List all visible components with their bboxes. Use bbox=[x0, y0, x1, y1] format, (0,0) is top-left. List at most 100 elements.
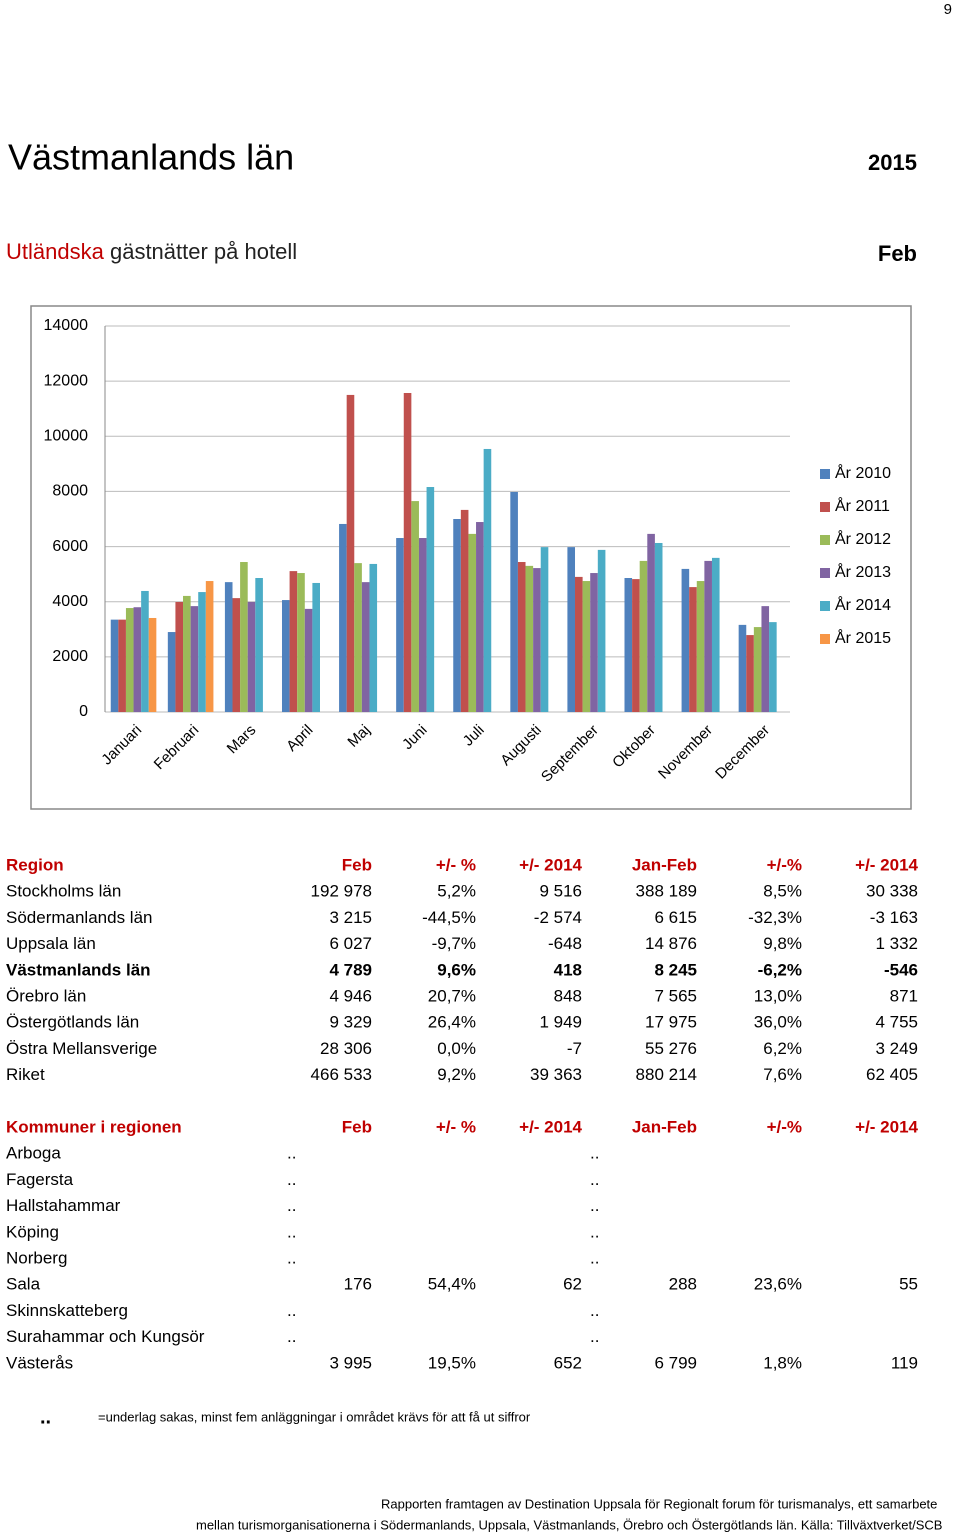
table-header: +/-% bbox=[767, 1117, 802, 1136]
table-cell: 17 975 bbox=[645, 1013, 697, 1032]
table-cell: 4 946 bbox=[329, 986, 372, 1005]
bar bbox=[654, 542, 663, 712]
y-tick-label: 6000 bbox=[52, 538, 88, 555]
table-cell: -6,2% bbox=[758, 960, 802, 979]
row-label: Stockholms län bbox=[6, 882, 121, 901]
bar bbox=[369, 563, 378, 712]
bar bbox=[453, 519, 461, 712]
bar bbox=[289, 571, 298, 712]
bar bbox=[141, 590, 149, 712]
bar bbox=[297, 573, 305, 712]
table-cell: 55 bbox=[899, 1275, 918, 1294]
y-tick-label: 0 bbox=[79, 703, 88, 720]
bar bbox=[632, 579, 640, 712]
bar bbox=[339, 523, 347, 712]
bar bbox=[761, 606, 770, 712]
y-tick-label: 8000 bbox=[52, 483, 88, 500]
row-label: Västmanlands län bbox=[6, 960, 151, 979]
table-cell: .. bbox=[287, 1327, 296, 1346]
table-cell: .. bbox=[287, 1222, 296, 1241]
table-cell: 4 755 bbox=[875, 1013, 918, 1032]
y-tick-label: 2000 bbox=[52, 648, 88, 665]
bar bbox=[183, 595, 191, 712]
bar bbox=[753, 627, 762, 712]
bar bbox=[468, 533, 477, 712]
table-cell: .. bbox=[590, 1301, 599, 1320]
legend-swatch bbox=[820, 469, 830, 479]
table-cell: 9 329 bbox=[329, 1013, 372, 1032]
bar bbox=[540, 547, 549, 712]
footer-line: mellan turismorganisationerna i Söderman… bbox=[196, 1517, 942, 1532]
table-cell: 3 249 bbox=[875, 1039, 918, 1058]
y-tick-label: 4000 bbox=[52, 593, 88, 610]
table-cell: .. bbox=[287, 1144, 296, 1163]
bar bbox=[711, 557, 720, 712]
table-cell: 388 189 bbox=[636, 882, 697, 901]
table-cell: -648 bbox=[548, 934, 582, 953]
table-cell: .. bbox=[287, 1196, 296, 1215]
bar bbox=[110, 619, 119, 712]
row-label: Köping bbox=[6, 1222, 59, 1241]
footnote-symbol: .. bbox=[40, 1406, 51, 1428]
subtitle-rest: gästnätter på hotell bbox=[110, 239, 297, 264]
table-cell: -7 bbox=[567, 1039, 582, 1058]
bar bbox=[224, 582, 233, 712]
table-cell: 7 565 bbox=[654, 986, 697, 1005]
table-cell: .. bbox=[287, 1301, 296, 1320]
table-header: +/- 2014 bbox=[855, 1117, 918, 1136]
footnote-text: =underlag sakas, minst fem anläggningar … bbox=[98, 1409, 531, 1424]
table-cell: 9,8% bbox=[763, 934, 802, 953]
legend-label: År 2010 bbox=[835, 463, 891, 482]
bar bbox=[681, 568, 690, 712]
table-cell: 880 214 bbox=[636, 1065, 697, 1084]
bar bbox=[575, 576, 583, 712]
table-cell: 62 bbox=[563, 1275, 582, 1294]
bar bbox=[118, 619, 126, 712]
table-cell: 9,6% bbox=[437, 960, 476, 979]
table-cell: 55 276 bbox=[645, 1039, 697, 1058]
bar bbox=[190, 606, 199, 712]
table-cell: 119 bbox=[891, 1353, 918, 1372]
row-label: Arboga bbox=[6, 1144, 61, 1163]
table-cell: -44,5% bbox=[422, 908, 476, 927]
bar bbox=[704, 560, 712, 712]
legend-label: År 2015 bbox=[835, 628, 891, 647]
row-label: Surahammar och Kungsör bbox=[6, 1327, 205, 1346]
row-label: Uppsala län bbox=[6, 934, 96, 953]
bar bbox=[232, 598, 241, 712]
bar bbox=[354, 563, 362, 712]
row-label: Skinnskatteberg bbox=[6, 1301, 128, 1320]
legend-label: År 2011 bbox=[835, 496, 890, 515]
table-cell: 28 306 bbox=[320, 1039, 372, 1058]
bar bbox=[396, 538, 404, 712]
table-header: Feb bbox=[342, 1117, 372, 1136]
bar bbox=[240, 562, 248, 712]
table-cell: 13,0% bbox=[754, 986, 802, 1005]
page-number: 9 bbox=[944, 1, 952, 18]
table-header: +/- % bbox=[436, 855, 476, 874]
row-label: Riket bbox=[6, 1065, 45, 1084]
y-tick-label: 10000 bbox=[44, 428, 89, 445]
table-cell: 23,6% bbox=[754, 1275, 802, 1294]
bar bbox=[689, 587, 697, 712]
table-cell: .. bbox=[590, 1196, 599, 1215]
table-cell: 176 bbox=[344, 1275, 372, 1294]
row-label: Södermanlands län bbox=[6, 908, 152, 927]
month: Feb bbox=[878, 241, 917, 266]
bar bbox=[582, 581, 591, 712]
table-cell: 1 949 bbox=[539, 1013, 582, 1032]
table-cell: 288 bbox=[669, 1275, 697, 1294]
bar bbox=[738, 624, 747, 712]
table-cell: -2 574 bbox=[534, 908, 582, 927]
row-label: Sala bbox=[6, 1275, 41, 1294]
row-label: Västerås bbox=[6, 1353, 73, 1372]
bar bbox=[476, 522, 484, 712]
legend-swatch bbox=[820, 568, 830, 578]
bar bbox=[403, 392, 412, 712]
table-cell: 4 789 bbox=[329, 960, 372, 979]
table-header: +/- 2014 bbox=[855, 855, 918, 874]
table-cell: 1,8% bbox=[763, 1353, 802, 1372]
bar bbox=[597, 549, 606, 712]
table-cell: 20,7% bbox=[428, 986, 476, 1005]
legend-swatch bbox=[820, 502, 830, 512]
